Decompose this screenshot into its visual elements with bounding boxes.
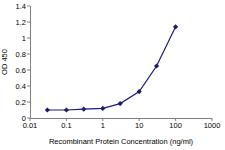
y-tick-label: 0.6 — [16, 66, 26, 75]
x-tick-label: 1 — [101, 121, 105, 130]
data-point — [118, 101, 123, 106]
x-tick-label: 0.1 — [61, 121, 71, 130]
y-tick — [27, 6, 30, 7]
x-axis — [30, 118, 212, 119]
data-point — [45, 107, 50, 112]
y-tick — [27, 102, 30, 103]
y-tick-label: 0.4 — [16, 82, 26, 91]
plot-area — [45, 24, 178, 112]
y-axis-label: OD 450 — [0, 49, 9, 75]
data-point — [100, 106, 105, 111]
x-tick-label: 1000 — [204, 121, 221, 130]
x-axis-label: Recombinant Protein Concentration (ng/ml… — [49, 137, 194, 146]
series-line — [47, 27, 175, 110]
y-tick — [27, 70, 30, 71]
data-point — [137, 89, 142, 94]
x-tick-label: 10 — [135, 121, 143, 130]
data-point — [154, 63, 159, 68]
data-point — [173, 24, 178, 29]
y-tick-label: 1 — [22, 34, 26, 43]
y-tick-label: 0.8 — [16, 50, 26, 59]
y-tick — [27, 54, 30, 55]
y-tick — [27, 22, 30, 23]
data-point — [81, 107, 86, 112]
y-tick-label: 1.4 — [16, 2, 26, 11]
y-tick — [27, 38, 30, 39]
y-tick-label: 0.2 — [16, 98, 26, 107]
y-tick — [27, 86, 30, 87]
y-axis — [30, 6, 31, 118]
data-point — [64, 107, 69, 112]
x-tick-label: 100 — [169, 121, 182, 130]
x-tick-label: 0.01 — [23, 121, 38, 130]
y-tick-label: 1.2 — [16, 18, 26, 27]
